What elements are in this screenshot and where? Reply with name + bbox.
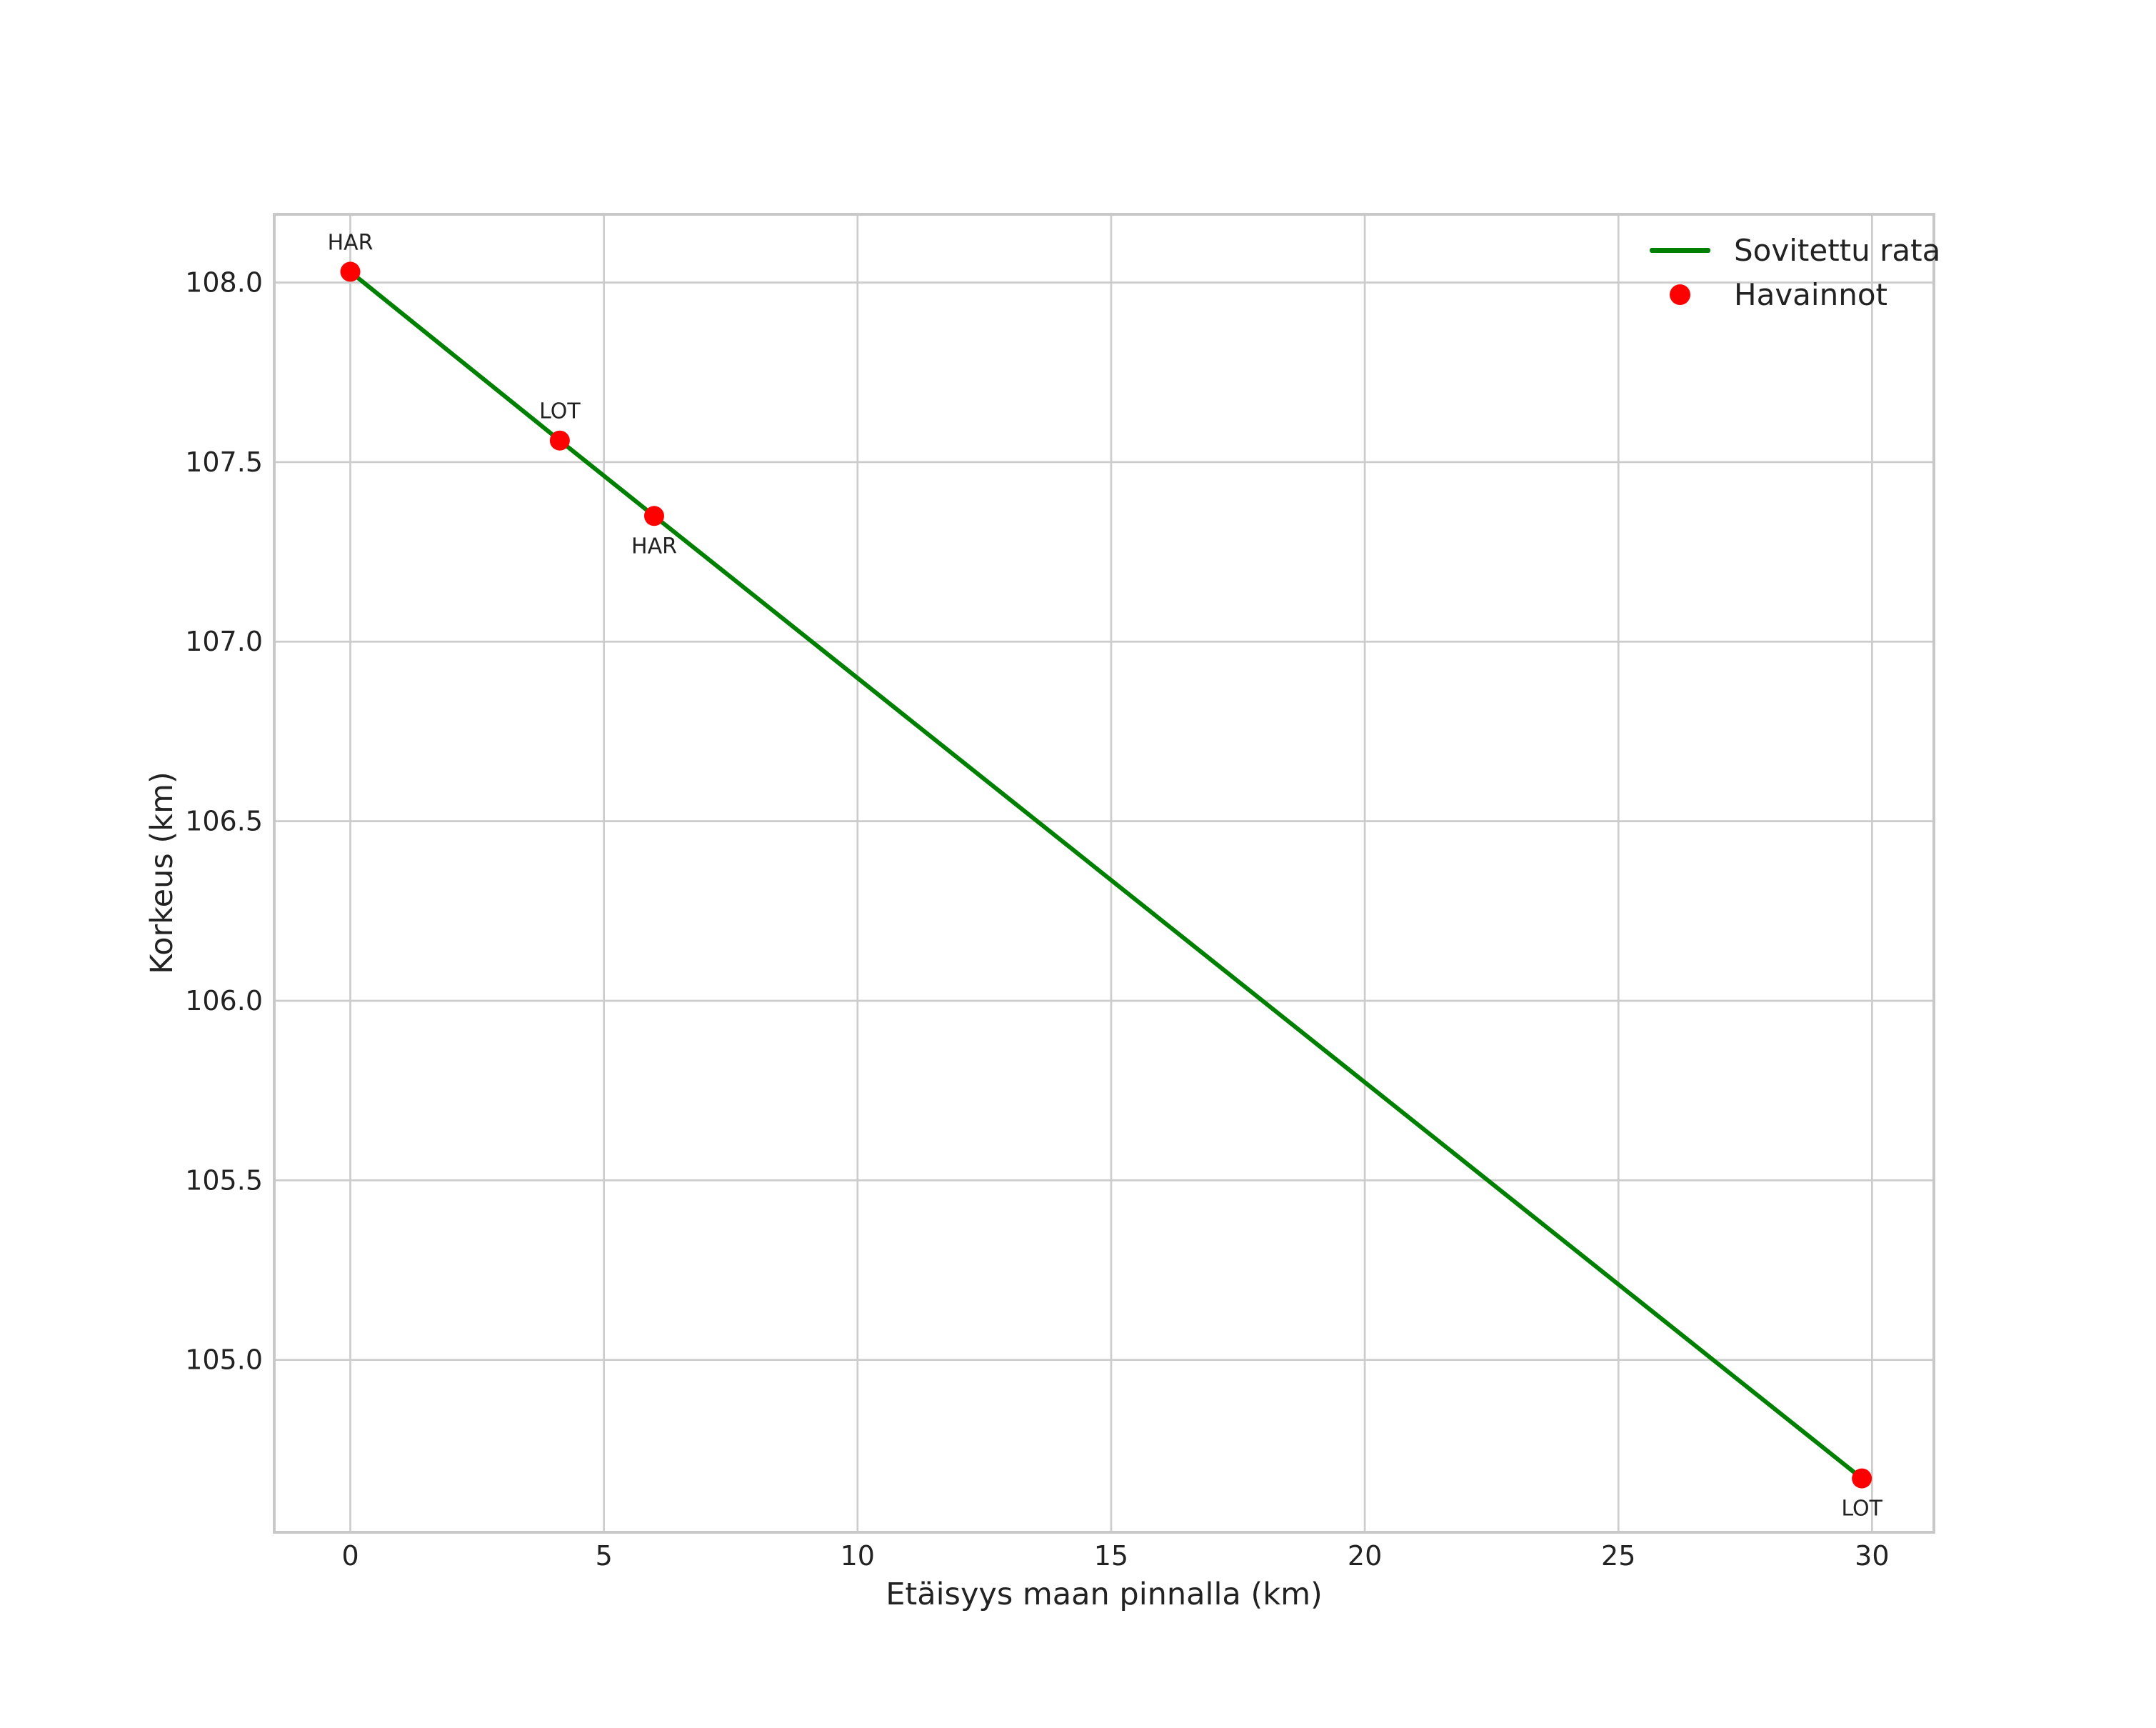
y-tick-label: 106.0 xyxy=(185,985,263,1017)
y-tick-label: 108.0 xyxy=(185,267,263,299)
data-point xyxy=(340,261,361,282)
data-point xyxy=(549,430,570,451)
x-tick-label: 10 xyxy=(841,1540,875,1572)
x-tick-label: 30 xyxy=(1855,1540,1889,1572)
x-axis-label: Etäisyys maan pinnalla (km) xyxy=(886,1577,1323,1612)
x-tick-label: 0 xyxy=(341,1540,359,1572)
data-point xyxy=(1852,1468,1872,1489)
legend: Sovitettu rata Havainnot xyxy=(1650,228,1940,316)
legend-label-observations: Havainnot xyxy=(1734,276,1887,312)
fitted-line xyxy=(348,269,1865,1481)
y-tick-label: 105.0 xyxy=(185,1344,263,1376)
point-label: LOT xyxy=(1841,1497,1882,1522)
point-label: HAR xyxy=(631,534,677,559)
legend-line-swatch xyxy=(1650,247,1710,253)
plot-frame xyxy=(273,213,1935,1534)
point-label: LOT xyxy=(539,399,581,424)
x-tick-label: 5 xyxy=(596,1540,613,1572)
legend-item-observations: Havainnot xyxy=(1650,272,1940,316)
data-point xyxy=(643,506,664,526)
y-tick-label: 106.5 xyxy=(185,806,263,837)
x-tick-label: 25 xyxy=(1601,1540,1635,1572)
legend-swatch-box xyxy=(1650,247,1710,253)
legend-dot-swatch xyxy=(1670,284,1690,305)
x-tick-label: 20 xyxy=(1348,1540,1382,1572)
y-tick-label: 107.0 xyxy=(185,626,263,657)
legend-label-fitted-line: Sovitettu rata xyxy=(1734,232,1941,268)
legend-swatch-box xyxy=(1650,284,1710,305)
x-tick-label: 15 xyxy=(1094,1540,1128,1572)
legend-item-fitted-line: Sovitettu rata xyxy=(1650,228,1940,272)
y-tick-label: 105.5 xyxy=(185,1164,263,1196)
y-tick-label: 107.5 xyxy=(185,446,263,478)
point-label: HAR xyxy=(328,230,373,255)
y-axis-label: Korkeus (km) xyxy=(144,771,180,974)
